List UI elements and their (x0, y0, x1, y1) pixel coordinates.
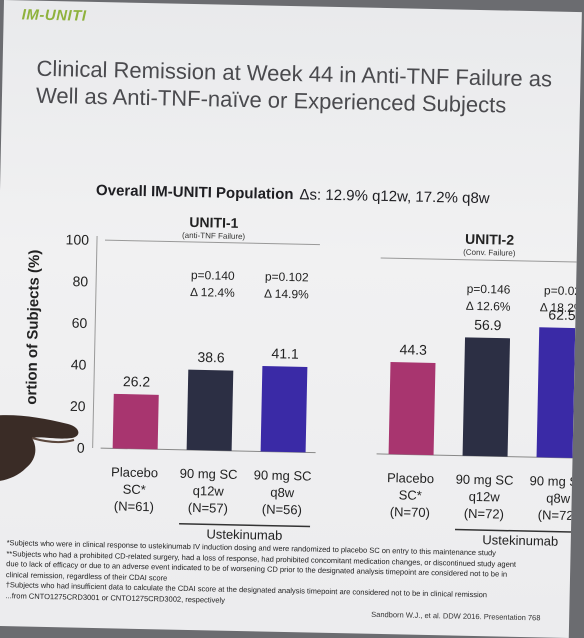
drug-bracket (179, 523, 311, 528)
group-title: UNITI-1 (189, 214, 239, 231)
data-label: 41.1 (271, 345, 299, 362)
x-tick-label: (N=72) (464, 506, 504, 522)
x-tick-label: (N=61) (114, 498, 154, 514)
x-tick-label: 90 mg SC (456, 472, 514, 488)
x-tick-label: (N=72) (538, 507, 578, 523)
p-value-label: p=0.102 (265, 270, 309, 285)
p-value-label: p=0.146 (467, 282, 511, 297)
drug-label: Ustekinumab (482, 532, 558, 549)
bar (536, 327, 582, 459)
delta-label: Δ 12.4% (190, 285, 235, 300)
x-tick-label: q12w (469, 489, 501, 505)
group-subtitle: (Conv. Failure) (463, 248, 516, 258)
bar (186, 369, 234, 451)
p-value-label: p=0.02 (544, 283, 582, 298)
x-tick-label: q8w (546, 490, 571, 506)
data-label: 38.6 (197, 349, 225, 366)
y-tick-label: 40 (71, 356, 87, 372)
group-title: UNITI-2 (465, 231, 515, 248)
x-tick-label: q12w (193, 483, 225, 499)
drug-label: Ustekinumab (206, 526, 282, 543)
footnotes: *Subjects who were in clinical response … (5, 538, 566, 613)
data-label: 44.3 (399, 341, 427, 358)
pointing-hand-icon (0, 415, 79, 481)
group-subtitle: (anti-TNF Failure) (182, 231, 246, 241)
x-tick-label: (N=70) (390, 504, 430, 520)
x-tick-label: 90 mg SC (529, 473, 581, 489)
drug-bracket (454, 528, 582, 534)
y-tick-label: 0 (77, 440, 85, 456)
group-divider (380, 257, 582, 263)
delta-label: Δ 18.2% (540, 300, 582, 315)
x-tick-label: SC* (399, 487, 422, 502)
bar (388, 362, 436, 456)
bar (462, 337, 511, 457)
x-tick-label: SC* (123, 482, 146, 497)
x-tick-label: 90 mg SC (180, 466, 238, 482)
x-tick-label: q8w (270, 485, 295, 501)
delta-label: Δ 12.6% (466, 299, 511, 314)
delta-label: Δ 14.9% (264, 287, 309, 302)
x-tick-label: Placebo (111, 464, 158, 480)
x-tick-label: Placebo (387, 470, 434, 486)
x-tick-label: (N=57) (188, 500, 228, 516)
group-divider (104, 239, 320, 246)
p-value-label: p=0.140 (191, 268, 235, 283)
y-tick-label: 100 (65, 231, 89, 247)
data-label: 56.9 (474, 317, 502, 334)
x-tick-label: (N=56) (262, 502, 302, 518)
y-axis-line (92, 235, 98, 448)
data-label: 62.5 (548, 306, 576, 323)
y-tick-label: 60 (72, 315, 88, 331)
bar (260, 366, 308, 453)
x-tick-label: 90 mg SC (254, 467, 312, 483)
bar (112, 393, 159, 450)
y-tick-label: 20 (70, 398, 86, 414)
data-label: 26.2 (123, 373, 151, 390)
y-tick-label: 80 (72, 273, 88, 289)
